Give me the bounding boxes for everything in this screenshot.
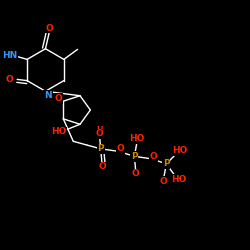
Text: P: P (98, 144, 104, 153)
Text: O: O (132, 169, 140, 178)
Text: O: O (54, 94, 62, 103)
Text: HO: HO (51, 127, 66, 136)
Text: P: P (131, 152, 138, 161)
Text: O: O (160, 177, 167, 186)
Text: HN: HN (2, 51, 17, 60)
Text: O: O (99, 162, 106, 171)
Text: O: O (150, 152, 157, 161)
Text: O: O (116, 144, 124, 153)
Text: HO: HO (171, 175, 186, 184)
Text: P: P (163, 159, 170, 168)
Text: O: O (6, 75, 14, 84)
Text: O: O (96, 129, 103, 138)
Text: O: O (45, 24, 53, 32)
Text: H: H (96, 126, 103, 135)
Text: HO: HO (172, 146, 188, 155)
Text: N: N (44, 90, 52, 100)
Text: HO: HO (129, 134, 144, 143)
